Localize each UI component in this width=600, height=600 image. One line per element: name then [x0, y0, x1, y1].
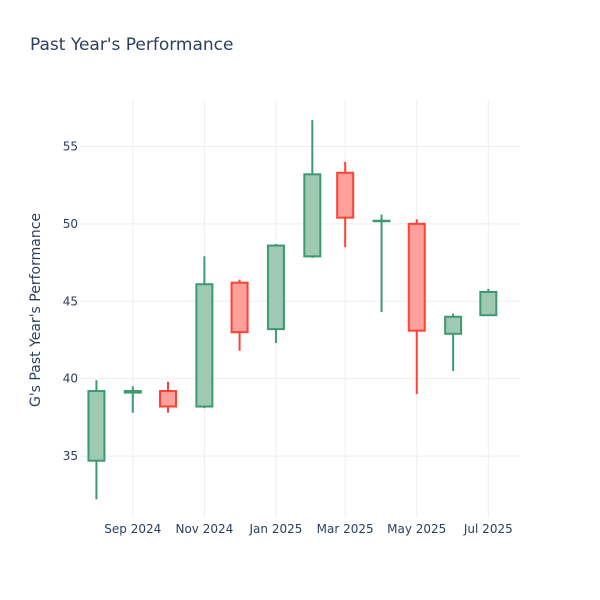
candle [407, 219, 426, 395]
y-axis-ticks: 35 40 45 50 55 [63, 139, 78, 463]
candle-body [407, 222, 426, 332]
x-tick-label: Jul 2025 [463, 522, 513, 536]
candle [159, 381, 177, 413]
y-tick-label: 35 [63, 449, 78, 463]
candle-body [195, 283, 214, 408]
y-axis-label: G's Past Year's Performance [28, 213, 44, 407]
candle-body [159, 390, 177, 408]
candle-body [87, 390, 106, 462]
candle-body [479, 290, 498, 317]
y-tick-label: 50 [63, 217, 78, 231]
candle-body [303, 173, 322, 258]
x-tick-label: Nov 2024 [175, 522, 233, 536]
y-tick-label: 45 [63, 294, 78, 308]
candle-body [336, 171, 355, 219]
candle-body [123, 390, 142, 394]
x-axis-ticks: Sep 2024 Nov 2024 Jan 2025 Mar 2025 May 2025… [104, 522, 512, 536]
candles-layer [87, 120, 498, 500]
candle [372, 214, 391, 313]
x-tick-label: May 2025 [387, 522, 446, 536]
grid-layer [80, 100, 520, 518]
candle [479, 288, 498, 317]
candle-body [372, 219, 391, 223]
candle [444, 313, 463, 371]
chart-title: Past Year's Performance [30, 35, 234, 55]
candle-body [230, 281, 249, 334]
candle [87, 380, 106, 500]
candle [303, 120, 322, 258]
candle-body [444, 315, 463, 335]
y-tick-label: 40 [63, 372, 78, 386]
x-tick-label: Sep 2024 [104, 522, 161, 536]
x-tick-label: Mar 2025 [317, 522, 374, 536]
candle [266, 243, 285, 344]
candle [195, 256, 214, 409]
candle [123, 386, 142, 413]
candle [230, 279, 249, 351]
candle [336, 161, 355, 248]
y-tick-label: 55 [63, 139, 78, 153]
candle-body [266, 244, 285, 331]
x-tick-label: Jan 2025 [249, 522, 303, 536]
